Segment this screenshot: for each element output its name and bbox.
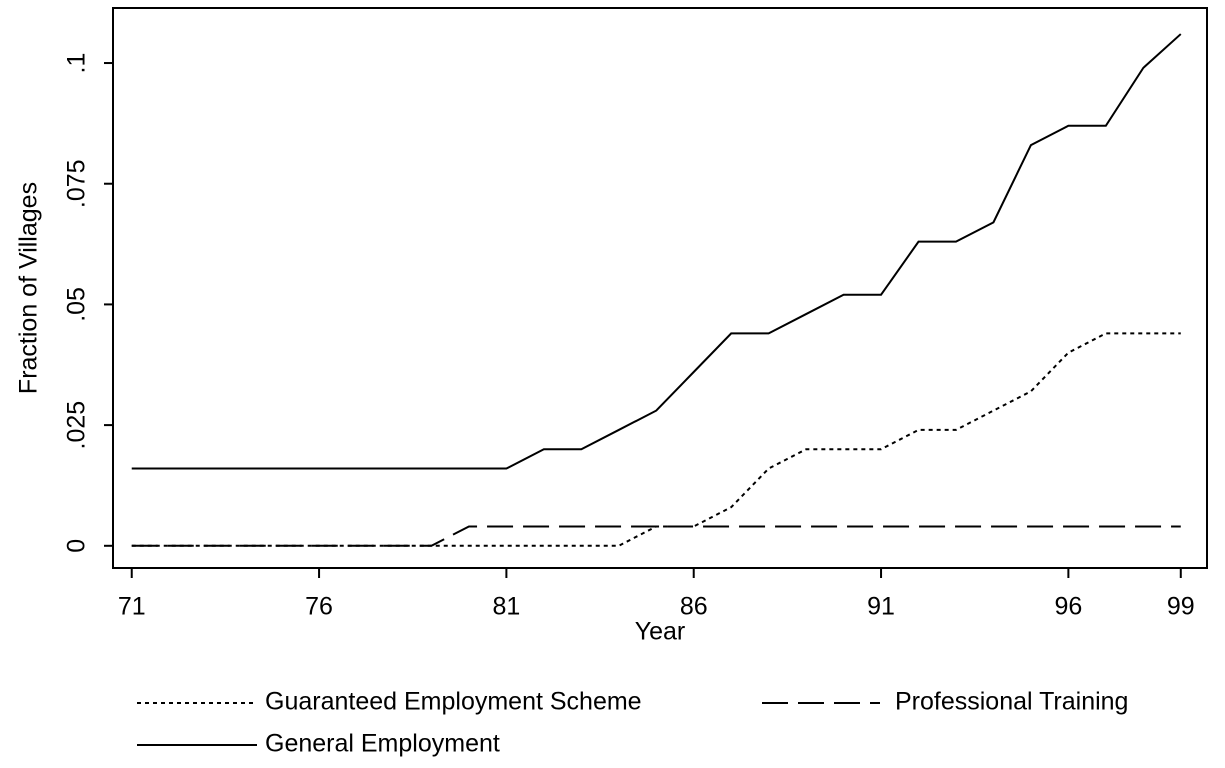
x-axis-label: Year: [635, 618, 686, 646]
y-tick-label: .075: [63, 159, 91, 208]
y-tick-label: .1: [63, 53, 91, 74]
legend-label: Guaranteed Employment Scheme: [265, 688, 642, 716]
series-line: [131, 33, 1182, 470]
x-tick-label: 86: [680, 593, 708, 621]
x-tick-label: 76: [305, 593, 333, 621]
legend-label: General Employment: [265, 730, 500, 758]
x-tick-label: 99: [1167, 593, 1195, 621]
series-line: [131, 332, 1181, 547]
y-axis-label: Fraction of Villages: [15, 182, 43, 394]
x-tick-label: 96: [1054, 593, 1082, 621]
x-tick-label: 71: [118, 593, 146, 621]
y-tick-label: 0: [63, 539, 91, 553]
y-tick-label: .025: [63, 401, 91, 450]
legend-label: Professional Training: [895, 688, 1128, 716]
x-tick-label: 91: [867, 593, 895, 621]
x-tick-label: 81: [492, 593, 520, 621]
y-tick-label: .05: [63, 287, 91, 322]
series-line: [131, 525, 1181, 547]
plot-frame: [112, 7, 1208, 569]
